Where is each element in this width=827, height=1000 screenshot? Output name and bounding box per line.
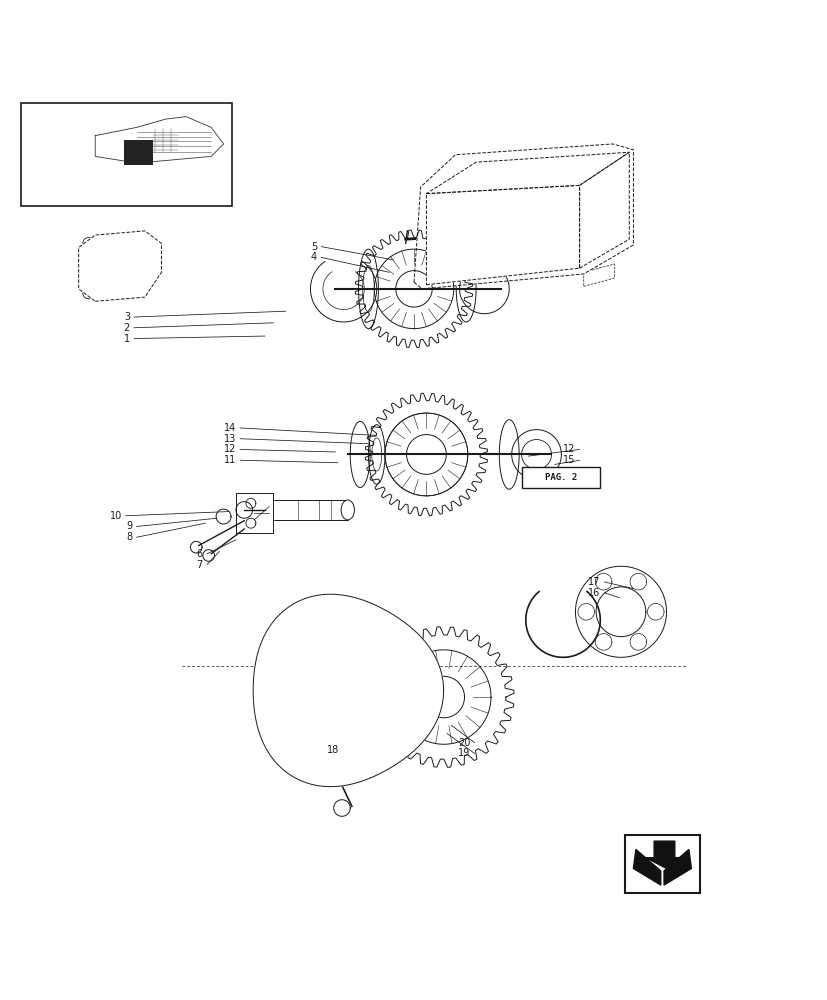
Text: 4: 4 (311, 252, 317, 262)
Polygon shape (253, 594, 443, 787)
Text: 15: 15 (562, 455, 575, 465)
Text: 17: 17 (587, 577, 600, 587)
Text: 8: 8 (127, 532, 132, 542)
Polygon shape (236, 493, 273, 533)
Text: 3: 3 (124, 312, 130, 322)
Text: 20: 20 (457, 738, 470, 748)
Text: 16: 16 (587, 588, 600, 598)
Text: 19: 19 (457, 748, 470, 758)
Polygon shape (579, 152, 629, 268)
Bar (265, 500, 347, 520)
Bar (624, 835, 699, 893)
Text: 12: 12 (223, 444, 236, 454)
Text: 9: 9 (127, 521, 132, 531)
Polygon shape (426, 185, 579, 285)
Ellipse shape (341, 500, 354, 520)
Polygon shape (663, 849, 691, 885)
Text: 18: 18 (327, 745, 339, 755)
Text: 10: 10 (109, 511, 122, 521)
Text: 5: 5 (310, 242, 317, 252)
Text: 11: 11 (223, 455, 236, 465)
Polygon shape (414, 144, 633, 289)
Bar (124, 140, 153, 165)
Polygon shape (426, 152, 629, 194)
Text: 2: 2 (123, 323, 130, 333)
Polygon shape (79, 231, 161, 301)
Text: 13: 13 (223, 434, 236, 444)
Polygon shape (645, 841, 686, 868)
Bar (521, 467, 600, 488)
Text: 12: 12 (562, 444, 575, 454)
Bar (21, 103, 232, 206)
Polygon shape (633, 849, 660, 885)
Ellipse shape (258, 500, 271, 520)
Text: 1: 1 (124, 334, 130, 344)
Text: 6: 6 (197, 549, 203, 559)
Text: PAG. 2: PAG. 2 (544, 473, 576, 482)
Text: 14: 14 (223, 423, 236, 433)
Polygon shape (95, 117, 223, 163)
Text: 7: 7 (196, 560, 203, 570)
